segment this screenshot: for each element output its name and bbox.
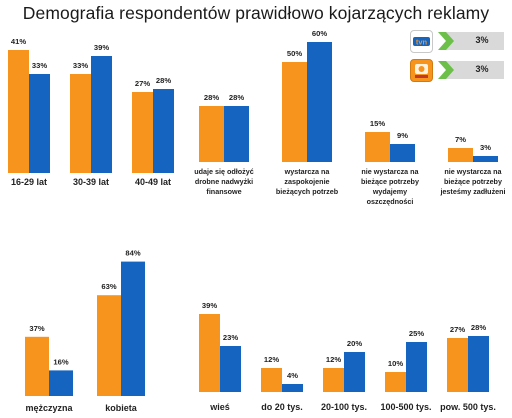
data-label-place_of_residence-2-polsat: 20% (347, 339, 362, 348)
bar-gender-0-polsat (49, 370, 73, 396)
data-label-gender-1-polsat: 84% (125, 249, 140, 258)
data-label-financial_situation-0-tvn: 28% (204, 93, 219, 102)
data-label-financial_situation-3-tvn: 7% (455, 135, 466, 144)
category-label-place_of_residence-1: do 20 tys. (261, 402, 303, 412)
data-label-place_of_residence-3-tvn: 10% (388, 359, 403, 368)
bar-gender-1-polsat (121, 262, 145, 396)
bar-age-0-tvn (8, 50, 29, 173)
data-label-age-2-polsat: 28% (156, 76, 171, 85)
bar-financial_situation-1-tvn (282, 62, 307, 162)
bar-place_of_residence-2-polsat (344, 352, 365, 392)
bar-age-1-tvn (70, 74, 91, 173)
bar-financial_situation-0-polsat (224, 106, 249, 162)
legend-item-tvn: tvn 3% (408, 30, 508, 54)
category-label-place_of_residence-2: 20-100 tys. (321, 402, 367, 412)
data-label-financial_situation-1-polsat: 60% (312, 29, 327, 38)
bar-age-1-polsat (91, 56, 112, 173)
bar-financial_situation-0-tvn (199, 106, 224, 162)
data-label-place_of_residence-1-polsat: 4% (287, 371, 298, 380)
data-label-financial_situation-3-polsat: 3% (480, 143, 491, 152)
data-label-place_of_residence-0-tvn: 39% (202, 301, 217, 310)
category-label-financial_situation-2: nie wystarcza na bieżące potrzeby wydajemy… (361, 167, 420, 206)
data-label-financial_situation-1-tvn: 50% (287, 49, 302, 58)
bar-place_of_residence-0-tvn (199, 314, 220, 392)
category-label-financial_situation-1: wystarcza na zaspokojenie bieżących potrze… (276, 167, 339, 196)
bar-gender-0-tvn (25, 337, 49, 396)
bar-place_of_residence-2-tvn (323, 368, 344, 392)
category-label-place_of_residence-0: wieś (209, 402, 230, 412)
category-label-age-2: 40-49 lat (135, 177, 171, 187)
bar-place_of_residence-4-tvn (447, 338, 468, 392)
data-label-place_of_residence-4-tvn: 27% (450, 325, 465, 334)
bar-place_of_residence-1-tvn (261, 368, 282, 392)
legend: tvn 3% 3% (408, 30, 508, 86)
data-label-financial_situation-2-polsat: 9% (397, 131, 408, 140)
data-label-gender-0-tvn: 37% (29, 324, 44, 333)
bar-financial_situation-1-polsat (307, 42, 332, 162)
bar-age-0-polsat (29, 74, 50, 173)
category-label-age-0: 16-29 lat (11, 177, 47, 187)
data-label-gender-1-tvn: 63% (101, 282, 116, 291)
category-label-financial_situation-0: udaje się odłożyć drobne nadwyżki finansow… (194, 167, 254, 196)
data-label-age-2-tvn: 27% (135, 79, 150, 88)
data-label-place_of_residence-2-tvn: 12% (326, 355, 341, 364)
data-label-age-0-tvn: 41% (11, 37, 26, 46)
bar-place_of_residence-3-tvn (385, 372, 406, 392)
bar-gender-1-tvn (97, 295, 121, 396)
data-label-age-1-tvn: 33% (73, 61, 88, 70)
category-label-financial_situation-3: nie wystarcza na bieżące potrzeby jesteśmy… (439, 167, 505, 196)
tvn-logo-icon: tvn (410, 30, 433, 53)
data-label-place_of_residence-4-polsat: 28% (471, 323, 486, 332)
data-label-financial_situation-0-polsat: 28% (229, 93, 244, 102)
category-label-place_of_residence-3: 100-500 tys. (380, 402, 431, 412)
bar-financial_situation-2-tvn (365, 132, 390, 162)
data-label-gender-0-polsat: 16% (53, 357, 68, 366)
category-label-age-1: 30-39 lat (73, 177, 109, 187)
data-label-age-0-polsat: 33% (32, 61, 47, 70)
data-label-place_of_residence-1-tvn: 12% (264, 355, 279, 364)
bar-place_of_residence-4-polsat (468, 336, 489, 392)
bar-financial_situation-3-polsat (473, 156, 498, 162)
bar-financial_situation-2-polsat (390, 144, 415, 162)
bar-place_of_residence-0-polsat (220, 346, 241, 392)
polsat-logo-icon (410, 59, 433, 82)
bar-place_of_residence-3-polsat (406, 342, 427, 392)
bar-financial_situation-3-tvn (448, 148, 473, 162)
data-label-place_of_residence-3-polsat: 25% (409, 329, 424, 338)
legend-value-tvn: 3% (470, 35, 494, 45)
legend-item-polsat: 3% (408, 59, 508, 83)
category-label-gender-0: mężczyzna (25, 403, 73, 413)
data-label-financial_situation-2-tvn: 15% (370, 119, 385, 128)
category-label-place_of_residence-4: pow. 500 tys. (440, 402, 496, 412)
data-label-age-1-polsat: 39% (94, 43, 109, 52)
category-label-gender-1: kobieta (105, 403, 138, 413)
bar-age-2-tvn (132, 92, 153, 173)
data-label-place_of_residence-0-polsat: 23% (223, 333, 238, 342)
bar-age-2-polsat (153, 89, 174, 173)
legend-value-polsat: 3% (470, 64, 494, 74)
bar-place_of_residence-1-polsat (282, 384, 303, 392)
svg-text:tvn: tvn (416, 37, 428, 46)
